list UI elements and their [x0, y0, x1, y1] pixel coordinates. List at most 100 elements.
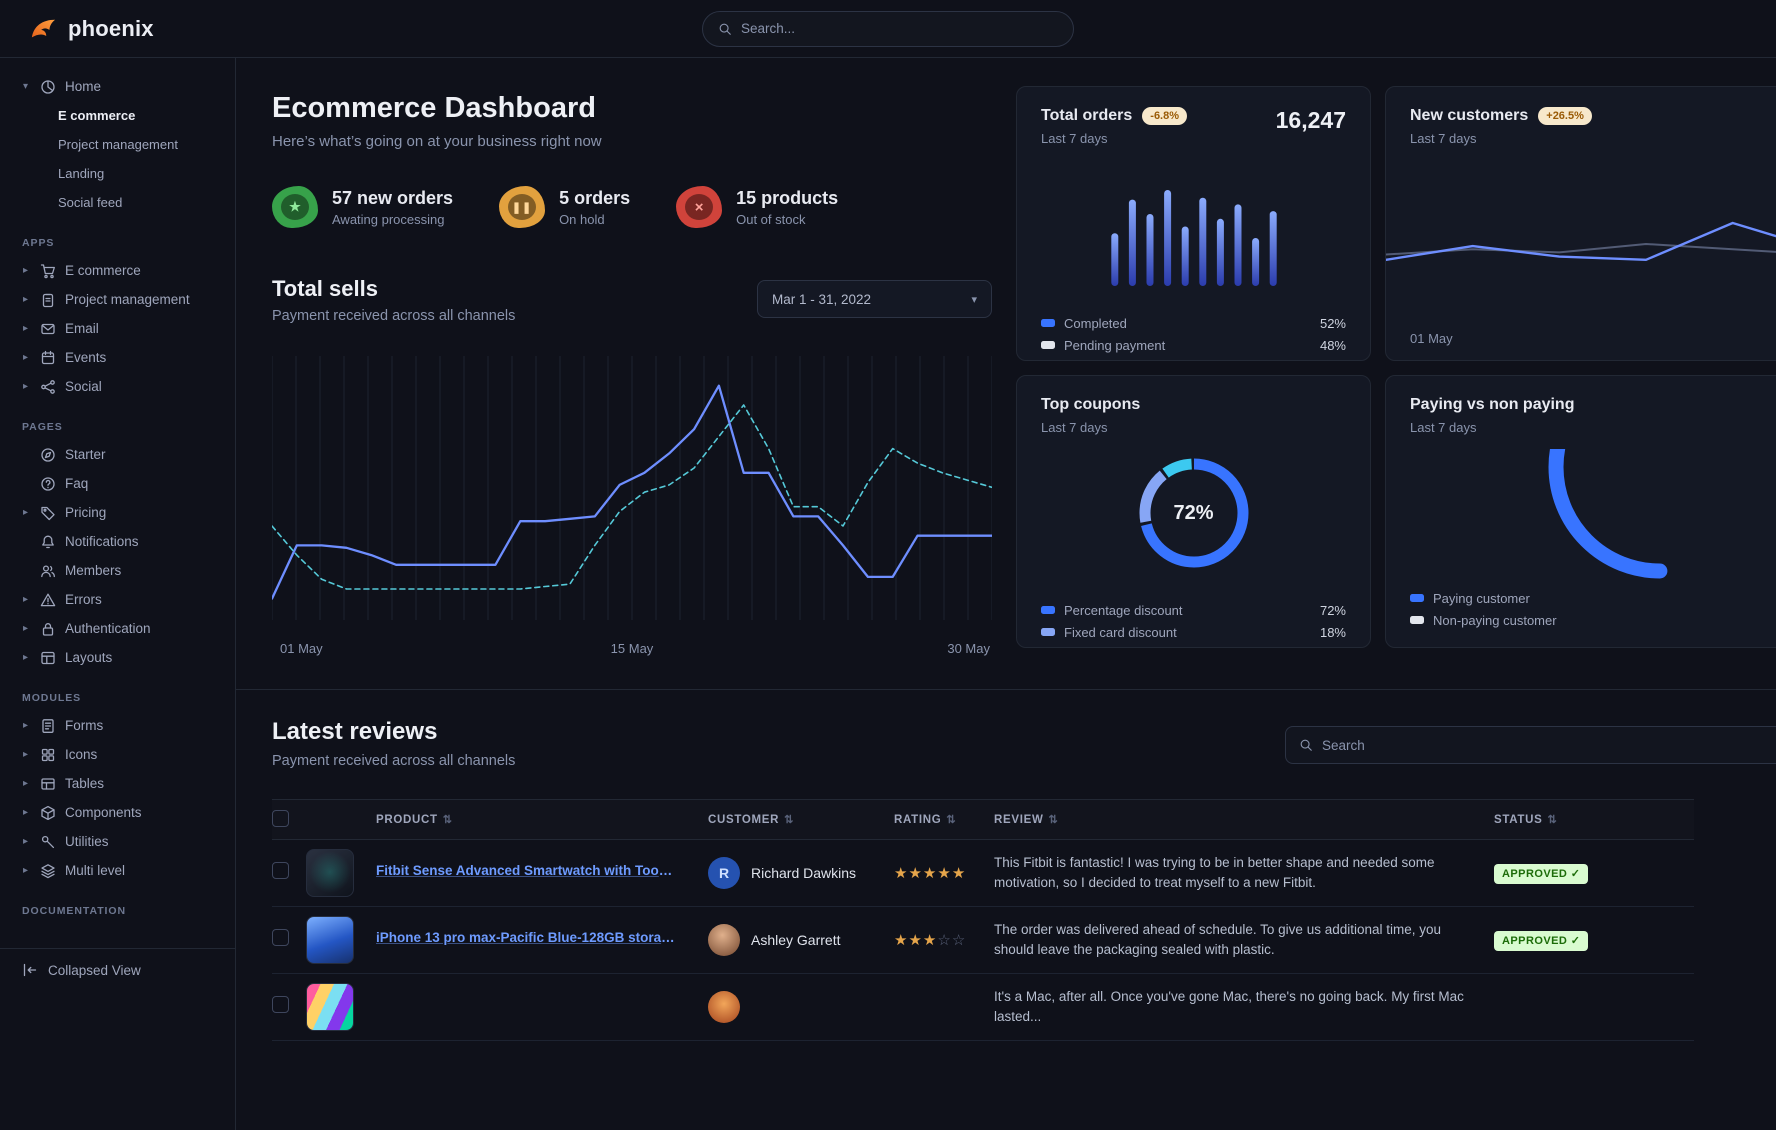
paying-gauge-chart: [1548, 376, 1772, 579]
sidebar-item-email[interactable]: ▸ Email: [10, 314, 225, 343]
envelope-icon: [40, 321, 56, 337]
stat-value: 5 orders: [559, 187, 631, 208]
box-icon: [40, 805, 56, 821]
layout-icon: [40, 650, 56, 666]
sidebar-subitem-e-commerce[interactable]: E commerce: [58, 108, 136, 123]
legend-item: Fixed card discount 18%: [1041, 621, 1346, 643]
chevron-right-icon: ▸: [22, 865, 29, 876]
row-checkbox[interactable]: [272, 929, 289, 946]
chevron-right-icon: ▸: [22, 352, 29, 363]
sidebar-item-members[interactable]: Members: [10, 556, 225, 585]
collapsed-view-toggle[interactable]: Collapsed View: [0, 948, 235, 991]
tag-icon: [40, 505, 56, 521]
global-search[interactable]: [702, 10, 1074, 47]
select-all-checkbox[interactable]: [272, 809, 289, 827]
x-axis-label: 01 May: [1410, 331, 1453, 346]
sidebar-subitem-project-management[interactable]: Project management: [58, 137, 178, 152]
coupons-donut-chart: [1139, 458, 1248, 568]
col-rating[interactable]: RATING ⇅: [894, 799, 994, 840]
sidebar-item-layouts[interactable]: ▸ Layouts: [10, 643, 225, 672]
sidebar-item-tables[interactable]: ▸ Tables: [10, 769, 225, 798]
sidebar-item-multi-level[interactable]: ▸ Multi level: [10, 856, 225, 885]
sort-icon: ⇅: [442, 814, 453, 826]
review-row: iPhone 13 pro max-Pacific Blue-128GB sto…: [272, 906, 1694, 974]
table-icon: [40, 776, 56, 792]
legend-label: Fixed card discount: [1064, 624, 1177, 640]
legend-bullet: [1041, 319, 1055, 327]
sidebar-item-social[interactable]: ▸ Social: [10, 372, 225, 401]
reviews-search-input[interactable]: [1322, 737, 1771, 753]
product-link[interactable]: iPhone 13 pro max-Pacific Blue-128GB sto…: [376, 930, 676, 945]
sidebar-item-label: E commerce: [65, 263, 141, 278]
col-status[interactable]: STATUS ⇅: [1494, 799, 1694, 840]
row-checkbox[interactable]: [272, 996, 289, 1013]
thumb-header: [306, 799, 376, 840]
chevron-right-icon: ▸: [22, 652, 29, 663]
col-review[interactable]: REVIEW ⇅: [994, 799, 1494, 840]
chevron-right-icon: ▸: [22, 778, 29, 789]
stat-out-of-stock: × 15 products Out of stock: [676, 186, 838, 228]
sidebar-item-home[interactable]: ▾ Home: [10, 72, 225, 101]
sidebar-item-components[interactable]: ▸ Components: [10, 798, 225, 827]
reviews-search[interactable]: [1285, 726, 1776, 764]
sidebar-item-label: Members: [65, 563, 122, 578]
customer-avatar[interactable]: R: [708, 857, 740, 889]
legend-value: 72%: [1319, 602, 1346, 618]
brand-logo[interactable]: phoenix: [28, 16, 154, 42]
orders-bar-chart: [1110, 190, 1277, 286]
legend-label: Fixed product discount: [1064, 647, 1195, 648]
select-all-header[interactable]: [272, 799, 306, 840]
sidebar-nav: ▾ Home E commerce Project management Landin…: [0, 72, 235, 917]
brand-name: phoenix: [68, 15, 154, 41]
customer-avatar[interactable]: [708, 991, 740, 1023]
sidebar-item-icons[interactable]: ▸ Icons: [10, 740, 225, 769]
sidebar-item-errors[interactable]: ▸ Errors: [10, 585, 225, 614]
x-axis-label: 15 May: [610, 641, 654, 656]
stat-new-orders: ★ 57 new orders Awating processing: [272, 186, 453, 228]
product-thumbnail[interactable]: [306, 849, 354, 897]
sidebar-item-project-management[interactable]: ▸ Project management: [10, 285, 225, 314]
check-icon: ✓: [1570, 868, 1581, 880]
search-input[interactable]: [741, 21, 1058, 36]
sidebar-item-label: Components: [65, 805, 142, 820]
legend-label: Percentage discount: [1064, 602, 1183, 618]
kpi-cards: Total orders -6.8% Last 7 days 16,247 Co…: [1016, 86, 1776, 648]
cart-icon: [40, 263, 56, 279]
sidebar-item-starter[interactable]: Starter: [10, 440, 225, 469]
sidebar-item-pricing[interactable]: ▸ Pricing: [10, 498, 225, 527]
sidebar-item-faq[interactable]: Faq: [10, 469, 225, 498]
product-link[interactable]: Fitbit Sense Advanced Smartwatch with To…: [376, 863, 676, 878]
sidebar-item-e-commerce[interactable]: ▸ E commerce: [10, 256, 225, 285]
sidebar-section-label: APPS: [22, 237, 55, 249]
sidebar-item-utilities[interactable]: ▸ Utilities: [10, 827, 225, 856]
sidebar-item-authentication[interactable]: ▸ Authentication: [10, 614, 225, 643]
date-range-select[interactable]: Mar 1 - 31, 2022 ▾: [757, 280, 992, 318]
sidebar-item-forms[interactable]: ▸ Forms: [10, 711, 225, 740]
stat-value: 15 products: [736, 187, 839, 208]
trend-badge: -6.8%: [1142, 107, 1188, 125]
customer-avatar[interactable]: [708, 924, 740, 956]
product-thumbnail[interactable]: [306, 983, 354, 1031]
row-checkbox[interactable]: [272, 862, 289, 879]
chevron-right-icon: ▸: [22, 836, 29, 847]
rating-stars: ★★★☆☆: [894, 931, 967, 949]
sidebar-subitem-landing[interactable]: Landing: [58, 166, 105, 181]
sidebar-item-notifications[interactable]: Notifications: [10, 527, 225, 556]
sidebar-section-label: DOCUMENTATION: [22, 905, 127, 917]
legend-label: Completed: [1064, 315, 1127, 331]
review-text: The order was delivered ahead of schedul…: [994, 921, 1442, 957]
sidebar-subitem-social-feed[interactable]: Social feed: [58, 195, 123, 210]
customer-name: Richard Dawkins: [751, 865, 857, 881]
stat-orders-on-hold: ❚❚ 5 orders On hold: [499, 186, 630, 228]
sidebar-item-events[interactable]: ▸ Events: [10, 343, 225, 372]
col-customer[interactable]: CUSTOMER ⇅: [708, 799, 894, 840]
review-text: This Fitbit is fantastic! I was trying t…: [994, 854, 1435, 890]
col-product[interactable]: PRODUCT ⇅: [376, 799, 708, 840]
status-badge: APPROVED ✓: [1494, 931, 1589, 951]
sidebar-item-label: Project management: [65, 292, 190, 307]
customer-name: Ashley Garrett: [751, 932, 841, 948]
sidebar-item-label: Authentication: [65, 621, 151, 636]
page-subtitle: Here’s what’s going on at your business …: [272, 133, 602, 150]
stat-caption: Out of stock: [736, 211, 806, 227]
product-thumbnail[interactable]: [306, 916, 354, 964]
